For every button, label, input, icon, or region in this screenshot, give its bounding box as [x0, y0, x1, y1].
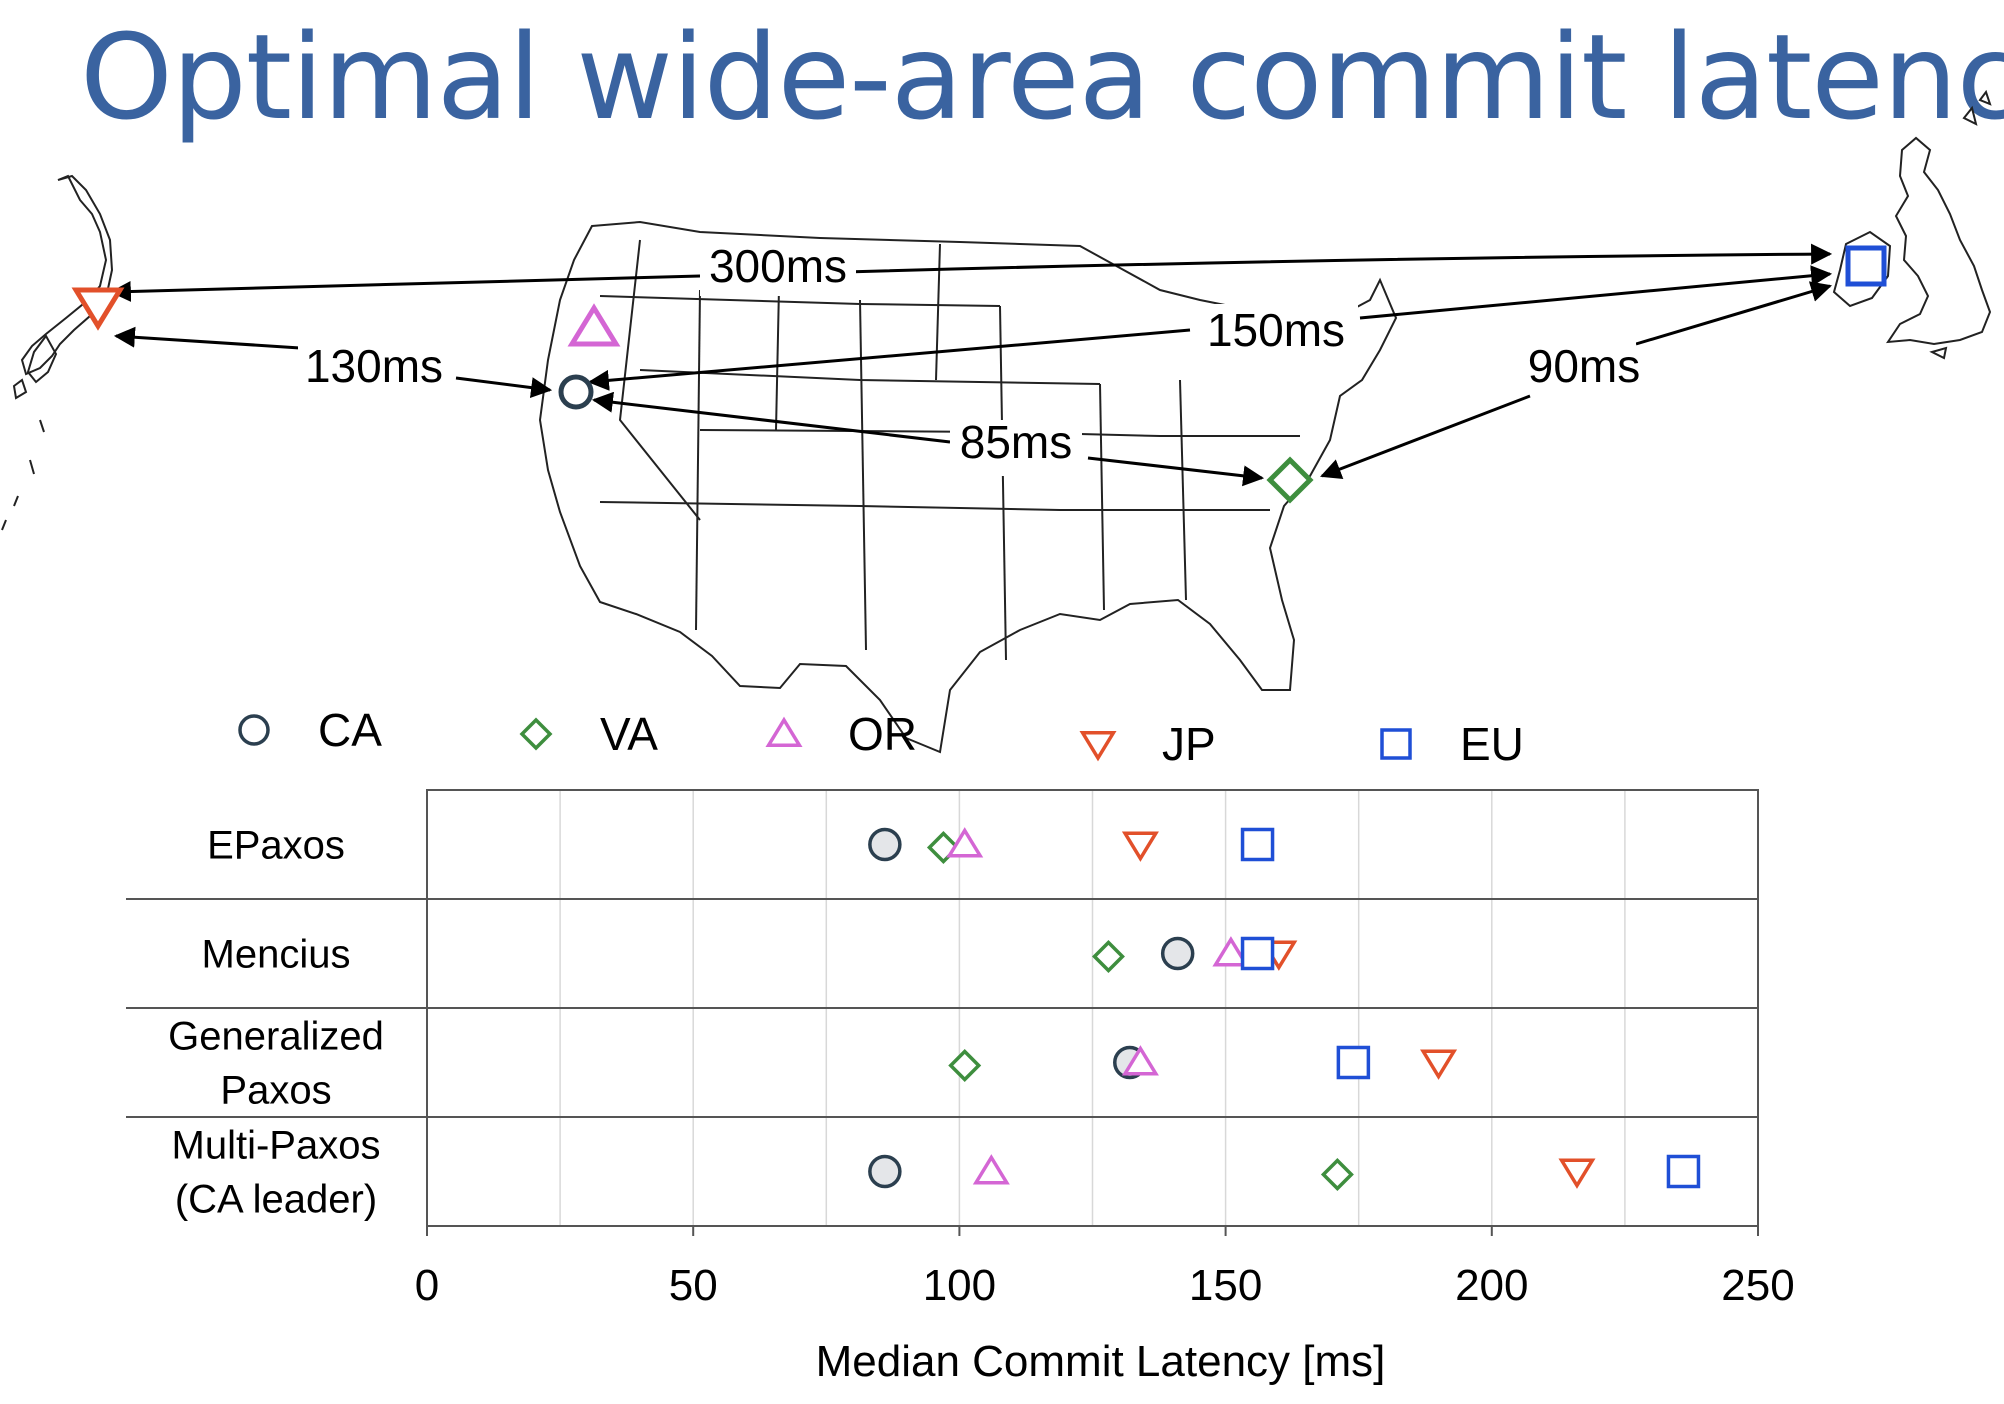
- legend-marker-jp: [1079, 731, 1117, 762]
- link-ca-eu-arrow-tail: [587, 328, 1191, 391]
- data-point-eu: [1666, 1154, 1701, 1189]
- link-label-ca-va: 85ms: [960, 416, 1072, 468]
- site-eu-marker: [1845, 245, 1887, 287]
- data-point-or: [1121, 1045, 1159, 1076]
- legend-marker-ca: [238, 714, 270, 746]
- row-label: Mencius: [202, 933, 351, 977]
- japan-map: [1, 174, 114, 531]
- data-point-or: [972, 1154, 1010, 1185]
- legend-entry: EU: [1380, 718, 1524, 770]
- latency-links: [109, 243, 1833, 487]
- data-point-eu: [1336, 1045, 1371, 1080]
- link-ca-eu-arrow: [1359, 265, 1833, 320]
- link-label-jp-eu: 300ms: [709, 240, 847, 292]
- data-point-eu: [1240, 827, 1275, 862]
- legend-entry: OR: [765, 708, 917, 760]
- legend-label: OR: [848, 708, 917, 760]
- data-point-ca: [868, 827, 902, 862]
- data-point-or: [946, 827, 984, 858]
- link-jp-ca-arrow: [113, 326, 301, 350]
- data-point-jp: [1121, 831, 1159, 862]
- site-ca-marker: [558, 374, 594, 410]
- latency-labels: 300ms 150ms 130ms 90ms 85ms: [298, 240, 1640, 476]
- x-tick-label: 250: [1721, 1261, 1794, 1310]
- site-markers: [71, 245, 1887, 504]
- x-axis: 0 50 100 150 200 250 Median Commit Latency [ms…: [415, 1226, 1795, 1386]
- row-labels: EPaxos Mencius Generalized Paxos Multi-Paxos…: [168, 824, 384, 1222]
- site-or-marker: [567, 303, 621, 347]
- link-va-eu-arrow-tail: [1320, 394, 1531, 480]
- data-point-va: [1320, 1158, 1354, 1191]
- row-label: Generalized Paxos: [168, 1015, 384, 1113]
- link-va-eu-arrow: [1635, 281, 1833, 346]
- x-tick-label: 50: [669, 1261, 718, 1310]
- legend-entry: JP: [1079, 718, 1216, 770]
- row-label: Multi-Paxos (CA leader): [172, 1124, 381, 1222]
- link-ca-va-arrow: [591, 391, 951, 444]
- legend-entry: VA: [519, 708, 658, 760]
- link-jp-eu-arrow-tail: [109, 274, 701, 302]
- data-point-va: [1091, 940, 1125, 973]
- x-tick-label: 100: [923, 1261, 996, 1310]
- x-axis-label: Median Commit Latency [ms]: [816, 1337, 1386, 1386]
- data-point-jp: [1558, 1158, 1596, 1189]
- chart-legend: CA VA OR JP EU: [238, 704, 1524, 770]
- data-point-or: [1212, 936, 1250, 967]
- site-jp-marker: [71, 287, 125, 331]
- chart-grid: [126, 789, 1759, 1227]
- slide-title: Optimal wide-area commit latency: [80, 8, 2004, 146]
- link-jp-ca-arrow-tail: [455, 376, 553, 399]
- legend-label: JP: [1162, 718, 1216, 770]
- x-tick-label: 0: [415, 1261, 439, 1310]
- row-label: EPaxos: [207, 824, 345, 868]
- data-point-jp: [1420, 1049, 1458, 1080]
- link-jp-eu-arrow: [704, 243, 1833, 278]
- british-isles-map: [1832, 89, 1992, 360]
- legend-label: VA: [600, 708, 658, 760]
- x-tick-label: 200: [1455, 1261, 1528, 1310]
- legend-entry: CA: [238, 704, 382, 756]
- legend-label: CA: [318, 704, 382, 756]
- data-point-eu: [1240, 936, 1275, 971]
- legend-marker-va: [519, 717, 553, 751]
- link-ca-va-arrow-tail: [1087, 456, 1265, 487]
- site-va-marker: [1266, 456, 1314, 504]
- legend-label: EU: [1460, 718, 1524, 770]
- link-label-va-eu: 90ms: [1528, 340, 1640, 392]
- link-label-jp-ca: 130ms: [305, 340, 443, 392]
- legend-marker-or: [765, 716, 803, 747]
- legend-marker-eu: [1380, 728, 1412, 760]
- data-point-ca: [1160, 936, 1195, 971]
- data-point-va: [948, 1049, 982, 1082]
- x-tick-label: 150: [1189, 1261, 1262, 1310]
- link-label-ca-eu: 150ms: [1207, 304, 1345, 356]
- chart-points: [868, 827, 1701, 1191]
- data-point-ca: [868, 1154, 902, 1189]
